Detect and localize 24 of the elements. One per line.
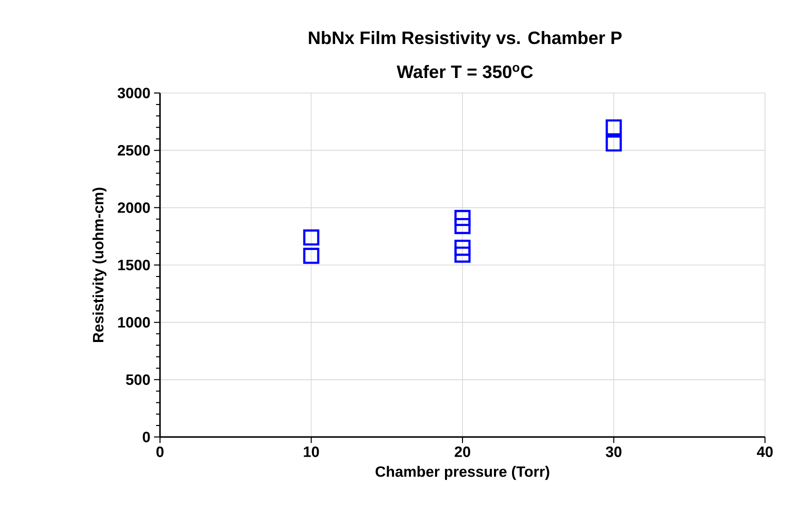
point: [454, 210, 471, 226]
point: [303, 248, 320, 264]
chart-title: NbNx Film Resistivity vs. Chamber P: [308, 30, 622, 48]
x-tick-label: 40: [756, 446, 773, 458]
x-tick-label: 0: [156, 446, 164, 458]
y-tick-label: 2500: [118, 145, 150, 156]
x-tick-label: 30: [606, 446, 622, 458]
chart-subtitle: Wafer T = 350$^{o}$C: [396, 64, 533, 78]
point: [606, 119, 622, 136]
y-tick-label: 500: [126, 374, 150, 385]
point: [454, 246, 471, 263]
point: [606, 135, 622, 152]
point: [454, 240, 471, 256]
y-tick-label: 1500: [118, 260, 150, 270]
x-axis-title: Chamber pressure (Torr): [376, 466, 550, 480]
y-axis-title: Resistivity (uohm-cm): [92, 188, 106, 342]
point: [303, 229, 320, 246]
x-tick-label: 20: [454, 446, 470, 458]
y-tick-label: 2000: [118, 202, 150, 213]
y-tick-label: 3000: [118, 88, 150, 98]
y-tick-label: 0: [142, 432, 150, 442]
y-tick-label: 1000: [118, 317, 150, 328]
point: [454, 218, 471, 234]
x-tick-label: 10: [304, 446, 319, 458]
